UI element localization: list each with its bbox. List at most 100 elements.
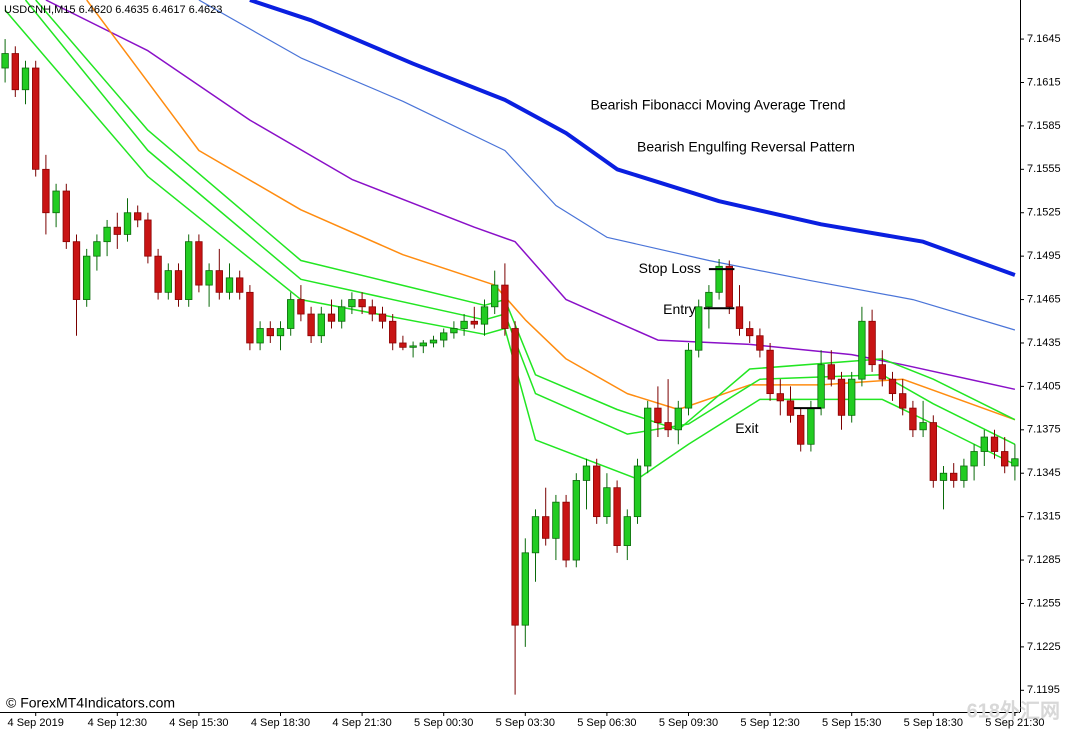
- candle-body: [582, 465, 591, 481]
- candle-body: [266, 328, 274, 337]
- candle-body: [134, 212, 142, 221]
- candle-body: [429, 339, 438, 344]
- candle-body: [348, 299, 356, 308]
- candle-body: [83, 255, 91, 300]
- y-tick-label: 7.1525: [1027, 207, 1061, 219]
- candle-body: [603, 487, 611, 518]
- y-tick-label: 7.1495: [1027, 250, 1061, 262]
- candle-body: [613, 487, 621, 546]
- x-tick-label: 4 Sep 18:30: [251, 717, 310, 729]
- candle-body: [389, 320, 397, 344]
- candle-body: [1001, 451, 1009, 467]
- candle-body: [521, 552, 529, 626]
- candle-body: [450, 328, 458, 334]
- candle-body: [664, 422, 672, 431]
- candle-body: [144, 219, 152, 257]
- candle-body: [531, 516, 540, 554]
- annotation: Bearish Engulfing Reversal Pattern: [637, 139, 855, 155]
- candle-body: [786, 400, 795, 416]
- y-tick-label: 7.1345: [1027, 467, 1061, 479]
- candle-body: [827, 364, 835, 380]
- candle-body: [338, 306, 346, 322]
- candle-body: [501, 284, 509, 329]
- y-tick-label: 7.1615: [1027, 76, 1061, 88]
- candle-body: [123, 212, 132, 235]
- candle-body: [950, 472, 958, 481]
- candle-body: [225, 277, 234, 293]
- candle-body: [899, 393, 907, 409]
- candle-body: [705, 291, 713, 308]
- candle-body: [307, 313, 315, 337]
- x-tick-label: 5 Sep 09:30: [659, 717, 718, 729]
- candle-body: [185, 241, 193, 300]
- x-tick-label: 4 Sep 15:30: [169, 717, 228, 729]
- candle-body: [990, 436, 999, 452]
- trade-level-label: Exit: [735, 420, 758, 436]
- moving-average: [198, 0, 1016, 331]
- candle-body: [164, 270, 172, 293]
- candle-body: [52, 190, 60, 214]
- moving-average: [249, 0, 1016, 277]
- y-tick-label: 7.1225: [1027, 641, 1061, 653]
- candle-body: [623, 516, 631, 546]
- candle-body: [419, 342, 427, 347]
- symbol-header: USDCNH,M15 6.4620 6.4635 6.4617 6.4623: [4, 4, 222, 16]
- candle-body: [62, 190, 70, 243]
- candle-body: [103, 226, 111, 243]
- candle-body: [297, 299, 305, 315]
- candle-body: [327, 313, 336, 322]
- candle-body: [236, 277, 244, 293]
- candle-body: [154, 255, 162, 293]
- candle-body: [858, 320, 866, 380]
- candle-body: [807, 407, 815, 445]
- candle-body: [32, 67, 40, 170]
- x-tick-label: 4 Sep 2019: [8, 717, 64, 729]
- candle-body: [205, 270, 213, 286]
- x-tick-label: 4 Sep 12:30: [88, 717, 147, 729]
- candle-body: [684, 349, 693, 409]
- candle-body: [246, 291, 254, 344]
- candle-body: [11, 53, 19, 91]
- candle-body: [766, 349, 774, 395]
- candle-body: [654, 407, 662, 423]
- candle-body: [572, 480, 580, 561]
- candle-body: [409, 345, 417, 348]
- y-tick-label: 7.1195: [1027, 684, 1060, 696]
- candle-body: [378, 313, 387, 322]
- candle-body: [195, 241, 203, 286]
- candle-body: [276, 328, 285, 337]
- candle-body: [368, 306, 376, 315]
- candle-body: [491, 284, 499, 308]
- candle-body: [746, 328, 754, 337]
- plot-area: [1, 0, 1019, 695]
- candle-body: [21, 67, 30, 91]
- y-tick-label: 7.1435: [1027, 337, 1061, 349]
- candle-body: [287, 299, 295, 329]
- candle-body: [776, 393, 784, 402]
- candle-body: [1011, 458, 1019, 467]
- x-tick-label: 5 Sep 12:30: [740, 717, 799, 729]
- candle-body: [929, 422, 937, 481]
- candle-body: [42, 168, 50, 214]
- y-tick-label: 7.1315: [1027, 511, 1061, 523]
- candle-body: [725, 265, 733, 308]
- x-tick-label: 5 Sep 00:30: [414, 717, 473, 729]
- candle-body: [960, 465, 968, 481]
- y-tick-label: 7.1285: [1027, 554, 1061, 566]
- candle-body: [878, 364, 886, 380]
- candle-body: [695, 306, 703, 351]
- annotation: Bearish Fibonacci Moving Average Trend: [591, 97, 846, 113]
- x-tick-label: 5 Sep 15:30: [822, 717, 881, 729]
- candle-body: [1, 53, 9, 69]
- candle-body: [674, 407, 682, 431]
- candle-body: [633, 465, 642, 518]
- x-tick-label: 5 Sep 21:30: [985, 717, 1044, 729]
- candle-body: [817, 364, 825, 409]
- candle-body: [970, 451, 978, 467]
- candle-body: [644, 407, 652, 467]
- copyright: © ForexMT4Indicators.com: [6, 695, 175, 711]
- trade-level-label: Entry: [663, 301, 696, 317]
- candle-body: [72, 241, 81, 300]
